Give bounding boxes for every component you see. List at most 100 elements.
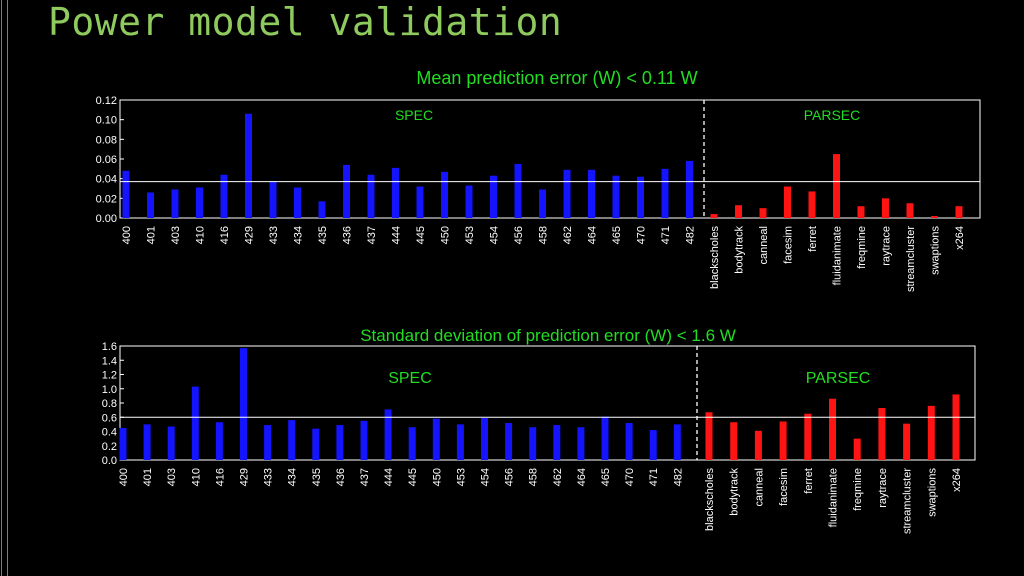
bar-spec-456 [514, 163, 522, 218]
bar-spec-436 [343, 164, 350, 218]
category-label: 453 [464, 226, 476, 244]
bar-parsec-x264 [955, 206, 963, 218]
bar-spec-482 [673, 424, 681, 460]
plot-frame [119, 345, 976, 461]
y-tick-label: 0.04 [96, 174, 117, 186]
category-label: canneal [753, 468, 765, 507]
slide-title: Power model validation [48, 0, 563, 44]
category-label: 437 [359, 468, 371, 486]
category-label: 453 [455, 468, 467, 486]
category-label: 470 [636, 226, 648, 244]
y-tick-label: 0.10 [96, 115, 117, 127]
category-label: streamcluster [905, 226, 917, 292]
bar-spec-462 [563, 169, 571, 218]
category-label: 401 [146, 226, 158, 244]
category-label: 444 [383, 468, 395, 486]
bar-parsec-bodytrack [735, 205, 742, 218]
category-label: bodytrack [734, 226, 746, 274]
y-tick-label: 0.6 [102, 412, 117, 424]
bar-spec-435 [312, 428, 320, 460]
category-label: 462 [552, 468, 564, 486]
category-label: 410 [190, 468, 202, 486]
bar-spec-464 [577, 427, 585, 460]
category-label: 470 [624, 468, 636, 486]
category-label: freqmine [856, 226, 868, 269]
category-label: 416 [219, 226, 231, 244]
category-label: facesim [783, 226, 795, 264]
category-label: 456 [504, 468, 516, 486]
group-label-parsec: PARSEC [804, 107, 861, 123]
bar-parsec-blackscholes [710, 214, 718, 218]
category-label: 471 [648, 468, 660, 486]
category-label: 464 [587, 226, 599, 244]
bar-parsec-raytrace [882, 198, 889, 218]
category-label: 471 [660, 226, 672, 244]
bar-spec-437 [367, 174, 375, 218]
bar-spec-454 [481, 417, 488, 460]
category-label: 435 [317, 226, 329, 244]
bar-spec-450 [432, 418, 440, 460]
y-tick-label: 0.4 [102, 427, 117, 439]
bar-spec-454 [490, 175, 497, 218]
bar-spec-433 [264, 425, 272, 460]
bar-parsec-canneal [754, 430, 762, 460]
bar-parsec-ferret [808, 191, 816, 218]
chart-title: Mean prediction error (W) < 0.11 W [416, 68, 697, 88]
category-label: raytrace [881, 226, 893, 266]
bar-spec-470 [625, 422, 633, 460]
y-tick-label: 1.6 [102, 341, 117, 353]
category-label: 435 [311, 468, 323, 486]
category-label: 410 [195, 226, 207, 244]
category-label: 437 [366, 226, 378, 244]
bar-spec-444 [392, 167, 399, 218]
category-label: swaptions [930, 226, 942, 275]
category-label: raytrace [877, 468, 889, 508]
y-tick-label: 0.06 [96, 154, 117, 166]
bar-spec-434 [294, 187, 301, 218]
group-label-parsec: PARSEC [806, 370, 871, 387]
category-label: 456 [513, 226, 525, 244]
category-label: 458 [528, 468, 540, 486]
category-label: 445 [407, 468, 419, 486]
category-label: 454 [489, 226, 501, 244]
category-label: 445 [415, 226, 427, 244]
bar-spec-429 [240, 348, 247, 460]
bar-spec-445 [408, 427, 416, 460]
bar-spec-458 [539, 189, 546, 218]
bar-parsec-x264 [952, 394, 960, 460]
category-label: fluidanimate [828, 468, 840, 527]
group-label-spec: SPEC [395, 107, 433, 123]
bar-spec-462 [553, 425, 561, 460]
category-label: 403 [170, 226, 182, 244]
category-label: swaptions [926, 468, 938, 517]
bar-parsec-streamcluster [906, 203, 914, 218]
category-label: x264 [951, 468, 963, 492]
category-label: 482 [685, 226, 697, 244]
category-label: 482 [672, 468, 684, 486]
bar-spec-470 [637, 176, 644, 218]
bar-parsec-raytrace [878, 407, 886, 460]
bar-parsec-ferret [804, 413, 812, 460]
bar-spec-450 [441, 171, 448, 218]
bar-parsec-blackscholes [705, 412, 713, 460]
bar-parsec-bodytrack [730, 422, 738, 460]
bar-spec-453 [456, 424, 464, 460]
bar-parsec-fluidanimate [829, 398, 836, 460]
bar-spec-401 [143, 424, 151, 460]
y-tick-label: 0.02 [96, 193, 117, 205]
category-label: 436 [342, 226, 354, 244]
bar-spec-482 [686, 160, 693, 218]
category-label: blackscholes [704, 468, 716, 531]
category-label: x264 [954, 226, 966, 250]
slide-edge-line-outer [1, 0, 2, 576]
category-label: 462 [562, 226, 574, 244]
bar-spec-444 [384, 409, 392, 460]
bar-spec-400 [119, 427, 127, 460]
y-tick-label: 1.2 [102, 370, 117, 382]
bar-spec-465 [601, 416, 609, 460]
y-tick-label: 0.00 [96, 213, 117, 225]
bar-spec-410 [191, 386, 199, 460]
category-label: blackscholes [709, 226, 721, 289]
category-label: 465 [600, 468, 612, 486]
bar-spec-437 [360, 420, 368, 460]
